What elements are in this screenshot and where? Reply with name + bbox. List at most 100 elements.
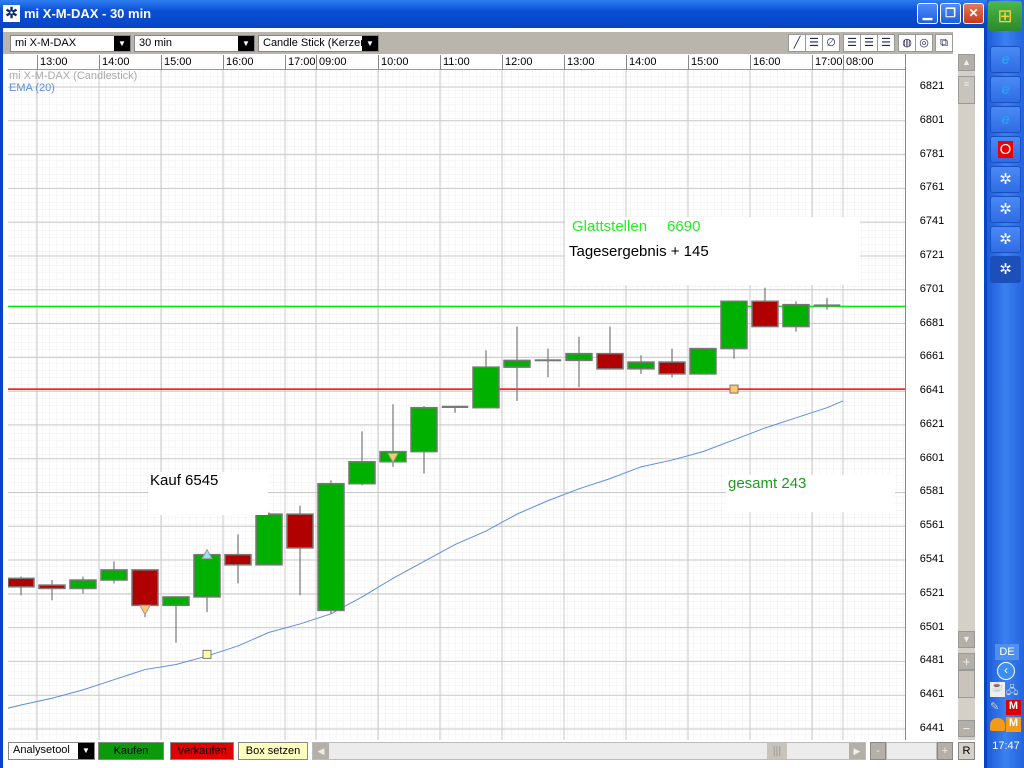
time-tick-label: 11:00 bbox=[440, 55, 470, 70]
candle bbox=[348, 431, 376, 486]
detach-window-icon[interactable]: ⧉ bbox=[935, 34, 953, 52]
time-tick-label: 09:00 bbox=[316, 55, 347, 70]
scroll-left-button[interactable]: ◀ bbox=[313, 743, 329, 759]
fib-lines-icon[interactable]: ☰ bbox=[805, 34, 823, 52]
window-title: mi X-M-DAX - 30 min bbox=[24, 6, 152, 21]
snowflake-app-icon: ✲ bbox=[999, 231, 1012, 248]
price-tick-label: 6601 bbox=[919, 451, 945, 464]
price-zoom-out-button[interactable]: − bbox=[958, 720, 975, 737]
scroll-right-button[interactable]: ▶ bbox=[849, 743, 865, 759]
interval-dropdown[interactable]: 30 min ▼ bbox=[134, 35, 255, 52]
price-tick-label: 6501 bbox=[919, 620, 945, 633]
color-scheme-1-icon[interactable]: ◍ bbox=[898, 34, 916, 52]
taskbar-button[interactable]: e bbox=[990, 46, 1021, 73]
vodafone-icon: O bbox=[997, 141, 1014, 158]
color-scheme-2-icon[interactable]: ◎ bbox=[915, 34, 933, 52]
chart-type-dropdown[interactable]: Candle Stick (Kerzen ▼ bbox=[258, 35, 379, 52]
candle bbox=[441, 405, 469, 413]
bearish-candle-body bbox=[38, 584, 66, 590]
no-draw-icon[interactable]: ∅ bbox=[822, 34, 840, 52]
snowflake-app-icon: ✲ bbox=[999, 201, 1012, 218]
candle bbox=[596, 326, 624, 370]
scroll-up-button[interactable]: ▲ bbox=[958, 54, 975, 71]
time-tick-label: 10:00 bbox=[378, 55, 409, 70]
analysis-tool-dropdown[interactable]: Analysetool ▼ bbox=[8, 742, 95, 760]
candle bbox=[69, 576, 97, 594]
taskbar-button[interactable]: e bbox=[990, 106, 1021, 133]
candle bbox=[658, 348, 686, 378]
price-tick-label: 6621 bbox=[919, 417, 945, 430]
taskbar-button[interactable]: ✲ bbox=[990, 256, 1021, 283]
candle bbox=[534, 348, 562, 378]
taskbar-button[interactable]: ✲ bbox=[990, 196, 1021, 223]
time-zoom-slider[interactable] bbox=[886, 742, 937, 760]
vertical-scrollbar[interactable]: ▲ ≡ ▼ + − bbox=[958, 54, 975, 740]
start-button[interactable]: ⊞ bbox=[988, 1, 1022, 31]
snowflake-app-icon[interactable]: ✲ bbox=[3, 5, 20, 22]
price-zoom-slider[interactable] bbox=[958, 670, 975, 698]
price-tick-label: 6441 bbox=[919, 722, 945, 734]
h-scroll-thumb[interactable]: ||| bbox=[767, 743, 787, 759]
taskbar-button[interactable]: e bbox=[990, 76, 1021, 103]
m-red-tray-icon[interactable]: M bbox=[1006, 700, 1021, 715]
sell-signal-marker bbox=[139, 604, 151, 616]
bullish-candle-body bbox=[503, 359, 531, 368]
buy-button[interactable]: Kaufen bbox=[98, 742, 164, 760]
price-tick-label: 6821 bbox=[919, 80, 945, 92]
grid-style-1-icon[interactable]: ☰ bbox=[843, 34, 861, 52]
reset-button[interactable]: R bbox=[958, 742, 975, 760]
language-indicator[interactable]: DE bbox=[995, 644, 1019, 660]
scroll-thumb[interactable]: ≡ bbox=[958, 76, 975, 104]
bullish-candle-body bbox=[100, 569, 128, 581]
chevron-down-icon: ▼ bbox=[238, 36, 254, 51]
scroll-down-button[interactable]: ▼ bbox=[958, 631, 975, 648]
m-orange-tray-icon[interactable]: M bbox=[1006, 717, 1021, 732]
time-tick-label: 17:00 bbox=[812, 55, 843, 70]
minimize-button[interactable]: ▁ bbox=[917, 3, 938, 24]
grid-style-2-icon[interactable]: ☰ bbox=[860, 34, 878, 52]
price-chart[interactable] bbox=[8, 70, 905, 740]
sell-button[interactable]: Verkaufen bbox=[170, 742, 234, 760]
line-tool-icon[interactable]: ╱ bbox=[788, 34, 806, 52]
snowflake-app-icon: ✲ bbox=[999, 171, 1012, 188]
taskbar-button[interactable]: O bbox=[990, 136, 1021, 163]
messenger-tray-icon[interactable] bbox=[990, 718, 1005, 731]
time-tick-label: 16:00 bbox=[750, 55, 781, 70]
buy-annotation: Kauf 6545 bbox=[148, 472, 268, 515]
bullish-candle-body bbox=[441, 405, 469, 408]
horizontal-scrollbar[interactable]: ◀ ||| ▶ bbox=[312, 742, 866, 760]
satellite-tray-icon[interactable]: ✎ bbox=[990, 701, 1000, 713]
internet-explorer-icon: e bbox=[1001, 81, 1010, 98]
candle bbox=[472, 350, 500, 409]
sell-signal-marker bbox=[387, 452, 399, 464]
network-tray-icon[interactable]: 🖧 bbox=[1006, 685, 1019, 697]
time-zoom-in-button[interactable]: + bbox=[937, 742, 953, 760]
candle bbox=[410, 406, 438, 474]
price-tick-label: 6481 bbox=[919, 654, 945, 667]
bearish-candle-body bbox=[286, 513, 314, 549]
candle bbox=[751, 287, 779, 328]
taskbar-button[interactable]: ✲ bbox=[990, 166, 1021, 193]
instrument-value: mi X-M-DAX bbox=[15, 37, 77, 49]
tray-expand-icon[interactable]: ‹ bbox=[997, 662, 1015, 680]
bullish-candle-body bbox=[255, 513, 283, 566]
time-zoom-out-button[interactable]: - bbox=[870, 742, 886, 760]
java-tray-icon[interactable]: ☕ bbox=[990, 682, 1005, 697]
buy-annotation-text: Kauf 6545 bbox=[150, 472, 219, 489]
position-box-marker bbox=[729, 384, 739, 394]
restore-button[interactable]: ❐ bbox=[940, 3, 961, 24]
bearish-candle-body bbox=[8, 577, 35, 588]
candle bbox=[286, 505, 314, 596]
taskbar-button[interactable]: ✲ bbox=[990, 226, 1021, 253]
close-button[interactable]: ✕ bbox=[963, 3, 984, 24]
grid-style-3-icon[interactable]: ☰ bbox=[877, 34, 895, 52]
candle bbox=[8, 576, 35, 596]
instrument-dropdown[interactable]: mi X-M-DAX ▼ bbox=[10, 35, 131, 52]
interval-value: 30 min bbox=[139, 37, 173, 49]
set-box-button[interactable]: Box setzen bbox=[238, 742, 308, 760]
result-annotation: Glattstellen 6690 Tagesergebnis + 145 bbox=[565, 217, 860, 285]
bullish-candle-body bbox=[534, 359, 562, 362]
price-zoom-in-button[interactable]: + bbox=[958, 653, 975, 670]
bullish-candle-body bbox=[565, 352, 593, 362]
candle bbox=[255, 512, 283, 566]
